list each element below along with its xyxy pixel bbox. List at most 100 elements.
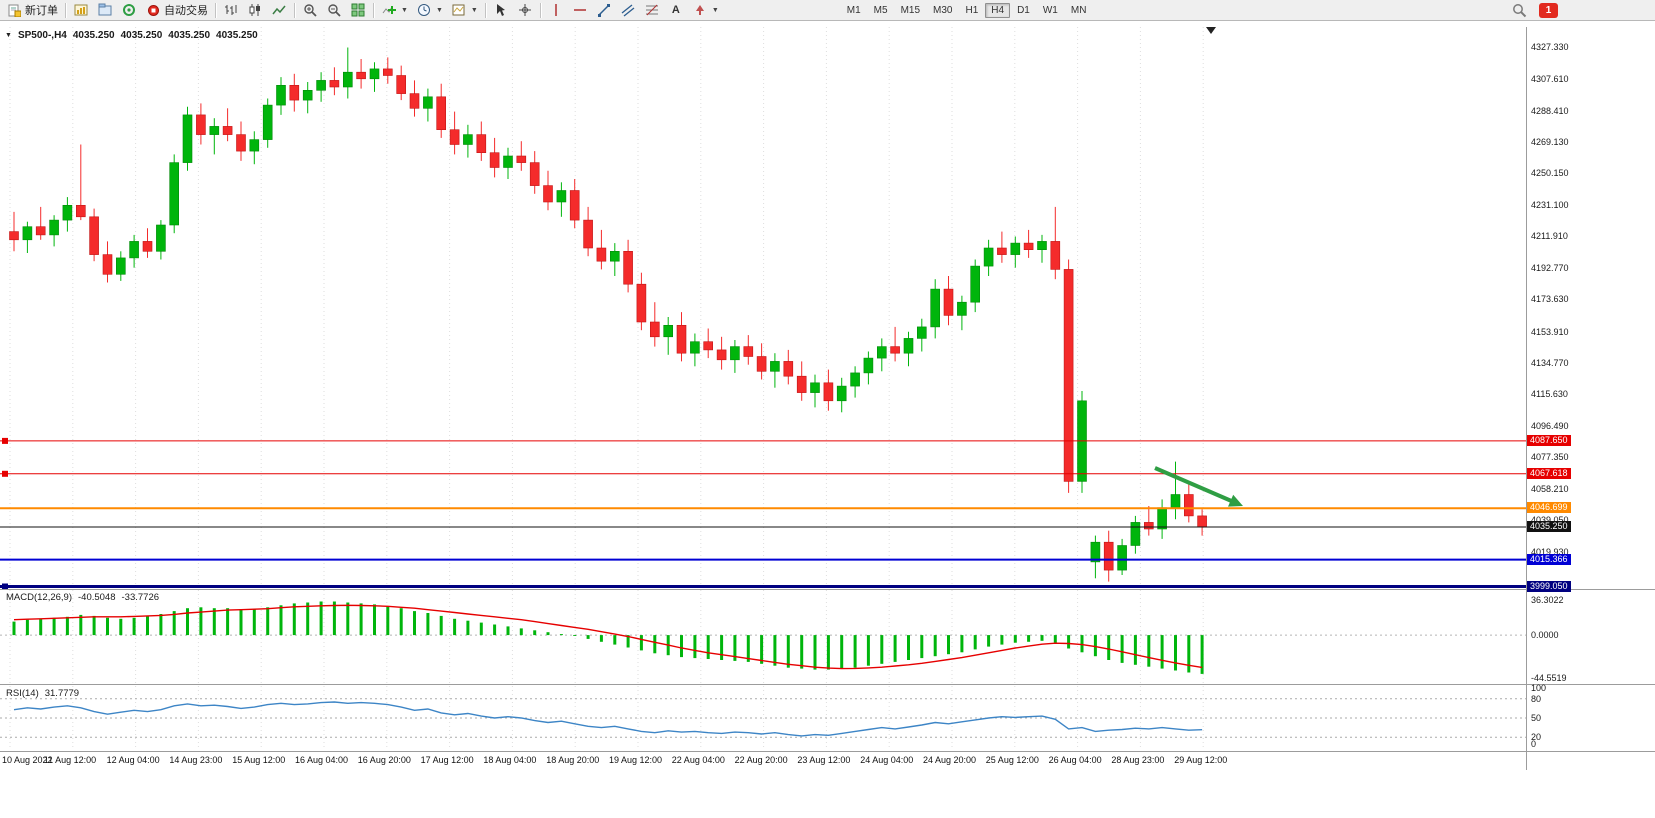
line-chart-button[interactable] [267,1,291,20]
candle-body [449,129,460,145]
candle-body [329,80,340,88]
candle-body [49,219,59,236]
trendline-icon [596,2,612,18]
bar-chart-button[interactable] [219,1,243,20]
timeframe-button-H4[interactable]: H4 [985,2,1011,18]
candle-body [649,321,660,338]
timeframe-button-H1[interactable]: H1 [965,4,979,16]
macd-panel[interactable] [0,590,1526,683]
periods-button[interactable]: ▼ [412,1,447,20]
horizontal-line-button[interactable] [568,1,592,20]
time-axis-label: 18 Aug 20:00 [546,755,600,765]
candle-body [516,155,527,163]
vertical-line-button[interactable] [544,1,568,20]
candle-body [342,71,353,88]
candle-body [930,288,941,328]
rsi-panel[interactable] [0,686,1526,750]
text-icon: A [671,4,680,16]
channel-button[interactable] [616,1,640,20]
time-axis-label: 14 Aug 23:00 [169,755,223,765]
timeframe-button-M5[interactable]: M5 [873,4,888,16]
rsi-axis-label: 100 [1531,683,1547,693]
time-axis-label: 29 Aug 12:00 [1174,755,1228,765]
price-axis-label: 4134.770 [1531,357,1569,368]
new-order-button[interactable]: 新订单 [2,1,62,20]
price-axis[interactable]: 4327.330 4307.610 4288.410 4269.130 4250.150… [1526,27,1655,770]
zoom-out-button[interactable] [322,1,346,20]
fibonacci-icon [644,2,660,18]
price-level-badge: 4046.699 [1527,502,1571,514]
zoom-in-button[interactable] [298,1,322,20]
candle-body [863,357,874,374]
bar-chart-icon [223,2,239,18]
candle-body [409,93,420,109]
candle-body [423,96,433,109]
candle-body [182,114,193,163]
search-icon [1511,2,1527,18]
timeframe-button-M1[interactable]: M1 [846,4,861,16]
timeframe-button-MN[interactable]: MN [1070,4,1087,16]
timeframe-button-M30[interactable]: M30 [933,4,953,16]
rsi-axis-label: 0 [1531,739,1537,749]
indicators-button[interactable]: ▼ [377,1,412,20]
vertical-line-icon [548,2,564,18]
time-axis[interactable]: 10 Aug 2022 11 Aug 12:00 12 Aug 04:00 14 Au… [0,752,1526,770]
rsi-axis-label: 20 [1531,732,1542,743]
level-anchor [2,437,8,444]
candle-body [583,219,593,249]
crosshair-button[interactable] [513,1,537,20]
price-axis-label: 4077.350 [1531,452,1569,463]
templates-button[interactable]: ▼ [447,1,482,20]
main-chart-panel[interactable] [0,27,1526,589]
candle-body [76,205,86,218]
candle-body [743,346,754,357]
price-axis-label: 4231.100 [1531,199,1569,210]
text-button[interactable]: A [664,1,688,20]
macd-chart[interactable] [0,590,1526,683]
fibonacci-button[interactable] [640,1,664,20]
candle-body [142,241,153,252]
candle-body [382,68,393,76]
candlestick-chart[interactable] [0,27,1526,589]
rsi-value: 31.7779 [44,688,80,699]
market-watch-button[interactable] [117,1,141,20]
trendline-button[interactable] [592,1,616,20]
candle-body [957,301,967,316]
profiles-button[interactable] [93,1,117,20]
time-axis-label: 24 Aug 04:00 [860,755,914,765]
tile-windows-button[interactable] [346,1,370,20]
timeframe-button-W1[interactable]: W1 [1042,4,1058,16]
macd-axis-label: -44.5519 [1531,672,1567,683]
price-level-badge: 4035.250 [1527,521,1571,532]
timeframe-button-M15[interactable]: M15 [900,4,921,16]
timeframe-button-D1[interactable]: D1 [1017,4,1030,16]
time-axis-label: 28 Aug 23:00 [1111,755,1165,765]
arrows-button[interactable]: ▼ [688,1,723,20]
time-axis-label: 26 Aug 04:00 [1048,755,1102,765]
rsi-chart[interactable] [0,686,1526,750]
new-chart-button[interactable] [69,1,93,20]
candle-body [997,247,1007,255]
candle-body [716,349,727,361]
candle-body [609,251,620,262]
panel-divider[interactable] [0,589,1655,590]
price-axis-label: 4269.130 [1531,137,1569,148]
time-axis-label: 22 Aug 04:00 [671,755,725,765]
chart-shift-marker-icon[interactable] [1206,27,1216,34]
notification-badge[interactable]: 1 [1539,2,1558,18]
autotrading-button[interactable]: 自动交易 [141,1,212,20]
candlestick-chart-button[interactable] [243,1,267,20]
toolbar: 新订单 自动交易 [0,0,1655,21]
price-axis-label: 4115.630 [1531,389,1568,400]
search-button[interactable] [1507,1,1531,20]
candle-body [810,382,820,393]
panel-divider[interactable] [0,684,1655,685]
cursor-icon [493,2,509,18]
macd-axis-label: 36.3022 [1531,595,1564,606]
new-order-icon [6,2,22,18]
arrow-annotation[interactable] [1154,466,1235,504]
cursor-button[interactable] [489,1,513,20]
new-order-label: 新订单 [25,5,58,17]
time-axis-label: 25 Aug 12:00 [985,755,1039,765]
time-axis-label: 18 Aug 04:00 [483,755,537,765]
